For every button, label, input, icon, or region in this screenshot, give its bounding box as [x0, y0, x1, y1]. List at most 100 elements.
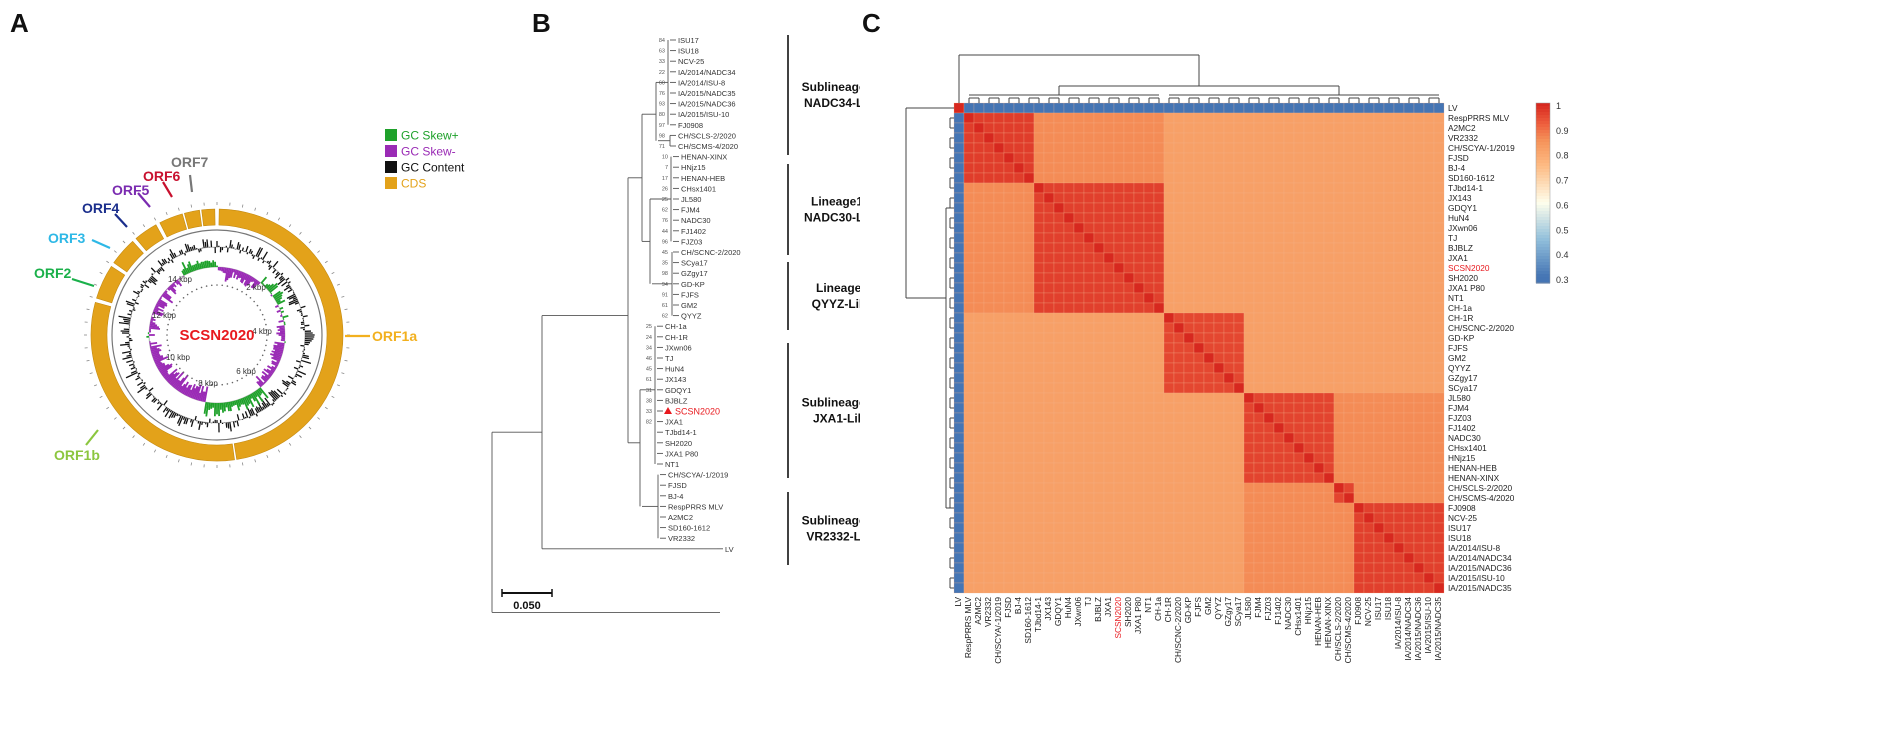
- heatmap-cell: [1223, 312, 1235, 324]
- heatmap-cell: [963, 352, 975, 364]
- gc-content-bar: [149, 277, 156, 283]
- heatmap-cell: [1103, 512, 1115, 524]
- heatmap-cell: [1193, 502, 1205, 514]
- heatmap-cell: [1123, 382, 1135, 394]
- heatmap-cell: [1153, 412, 1165, 424]
- highlight-triangle-icon: [664, 407, 672, 414]
- gc-skew-negative-bar: [168, 286, 177, 295]
- heatmap-cell: [1023, 302, 1035, 314]
- heatmap-cell: [1153, 312, 1165, 324]
- heatmap-cell: [973, 492, 985, 504]
- gc-content-bar: [183, 417, 187, 425]
- outer-tick: [299, 435, 302, 439]
- heatmap-cell: [1043, 282, 1055, 294]
- heatmap-cell: [1043, 362, 1055, 374]
- bootstrap-value: 44: [662, 229, 668, 235]
- heatmap-cell: [1273, 572, 1285, 584]
- heatmap-cell: [1203, 312, 1215, 324]
- gc-skew-positive-bar: [248, 394, 253, 399]
- heatmap-cell: [1263, 502, 1275, 514]
- heatmap-cell: [1383, 312, 1395, 324]
- heatmap-cell: [1223, 292, 1235, 304]
- heatmap-cell: [1173, 562, 1185, 574]
- gc-skew-negative-bar: [274, 365, 278, 369]
- heatmap-cell: [1003, 182, 1015, 194]
- heatmap-cell: [953, 542, 965, 554]
- heatmap-cell: [1053, 302, 1065, 314]
- gc-skew-positive-bar: [274, 294, 283, 301]
- heatmap-cell: [1043, 252, 1055, 264]
- heatmap-cell: [1193, 542, 1205, 554]
- heatmap-cell: [1243, 222, 1255, 234]
- bootstrap-value: 26: [662, 186, 668, 192]
- heatmap-cell: [1233, 342, 1245, 354]
- heatmap-cell: [1023, 472, 1035, 484]
- heatmap-cell: [1183, 582, 1195, 594]
- heatmap-cell: [1053, 142, 1065, 154]
- gc-skew-negative-bar: [183, 384, 191, 396]
- gc-skew-negative-bar: [155, 361, 162, 366]
- heatmap-row-label: CH/SCNC-2/2020: [1448, 323, 1514, 333]
- colorbar-frame: [1535, 102, 1551, 284]
- heatmap-cell: [1413, 112, 1425, 124]
- heatmap-cell: [1283, 332, 1295, 344]
- heatmap-cell: [1273, 342, 1285, 354]
- heatmap-cell: [1013, 332, 1025, 344]
- heatmap-cell: [1183, 422, 1195, 434]
- heatmap-cell: [1003, 522, 1015, 534]
- heatmap-row-label: ISU18: [1448, 533, 1471, 543]
- heatmap-cell: [1023, 372, 1035, 384]
- heatmap-cell: [1143, 392, 1155, 404]
- heatmap-cell: [1053, 442, 1065, 454]
- heatmap-cell: [1263, 462, 1275, 474]
- heatmap-cell: [1063, 422, 1075, 434]
- heatmap-cell: [1113, 572, 1125, 584]
- colorbar-segment: [1536, 133, 1550, 137]
- heatmap-cell: [1233, 402, 1245, 414]
- heatmap-cell: [1093, 442, 1105, 454]
- heatmap-cell: [1093, 322, 1105, 334]
- heatmap-cell: [1103, 132, 1115, 144]
- heatmap-cell: [1283, 362, 1295, 374]
- phylogenetic-tree: ISU17ISU18NCV-25IA/2014/NADC34IA/2014/IS…: [491, 35, 860, 613]
- heatmap-cell: [1393, 572, 1405, 584]
- heatmap-cell: [1213, 292, 1225, 304]
- heatmap-cell: [983, 462, 995, 474]
- heatmap-cell: [1083, 222, 1095, 234]
- heatmap-cell: [1223, 262, 1235, 274]
- heatmap-cell: [1243, 302, 1255, 314]
- heatmap-col-label: FJZ03: [1263, 597, 1273, 621]
- heatmap-cell: [1043, 152, 1055, 164]
- heatmap-cell: [1393, 482, 1405, 494]
- heatmap-cell: [1023, 102, 1035, 114]
- gc-skew-positive-bar: [260, 276, 268, 284]
- heatmap-cell: [983, 312, 995, 324]
- heatmap-cell: [1323, 132, 1335, 144]
- heatmap-cell: [1053, 492, 1065, 504]
- heatmap-cell: [1323, 242, 1335, 254]
- heatmap-cell: [1253, 302, 1265, 314]
- bootstrap-value: 10: [662, 155, 668, 161]
- heatmap-cell: [983, 302, 995, 314]
- heatmap-col-label: CHsx1401: [1293, 597, 1303, 636]
- heatmap-cell: [1263, 492, 1275, 504]
- tree-tip-label: SD160-1612: [668, 524, 710, 533]
- heatmap-cell: [1403, 572, 1415, 584]
- heatmap-cell: [1353, 112, 1365, 124]
- heatmap-cell: [1073, 322, 1085, 334]
- heatmap-cell: [1223, 282, 1235, 294]
- heatmap-cell: [1413, 362, 1425, 374]
- heatmap-cell: [1173, 342, 1185, 354]
- heatmap-cell: [1223, 122, 1235, 134]
- gc-skew-negative-bar: [152, 354, 161, 359]
- heatmap-cell: [993, 432, 1005, 444]
- heatmap-cell: [1363, 542, 1375, 554]
- heatmap-cell: [1093, 222, 1105, 234]
- heatmap-cell: [1183, 202, 1195, 214]
- heatmap-cell: [1023, 512, 1035, 524]
- heatmap-cell: [1263, 512, 1275, 524]
- heatmap-cell: [1093, 362, 1105, 374]
- heatmap-cell: [1073, 152, 1085, 164]
- heatmap-cell: [1013, 472, 1025, 484]
- heatmap-cell: [1323, 162, 1335, 174]
